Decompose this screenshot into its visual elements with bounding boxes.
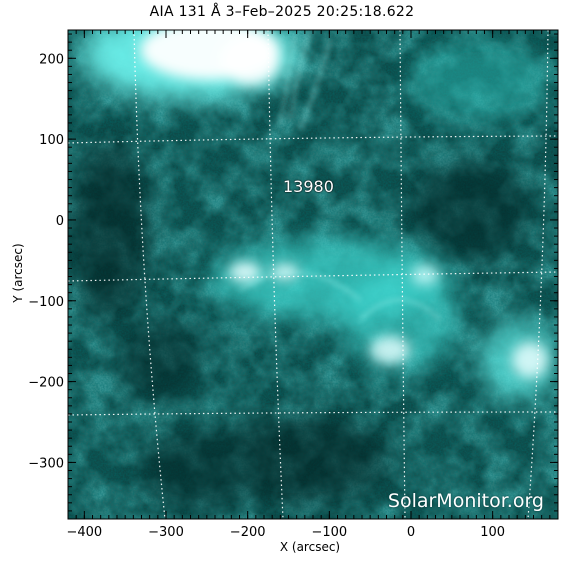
y-tick-label: −200 [28, 376, 64, 391]
hot-spots [140, 30, 548, 378]
x-tick-label: −300 [148, 525, 184, 540]
bright-regions [80, 30, 558, 400]
dark-regions [70, 140, 530, 510]
x-axis-ticks: −400 −300 −200 −100 0 100 [66, 30, 505, 540]
y-tick-label: −100 [28, 295, 64, 310]
x-tick-label: −200 [230, 525, 266, 540]
image-title: AIA 131 Å 3–Feb–2025 20:25:18.622 [149, 4, 415, 20]
coronal-loops [239, 30, 441, 321]
y-tick-label: 100 [39, 133, 64, 148]
y-tick-label: −300 [28, 456, 64, 471]
heliographic-grid [68, 30, 558, 519]
x-tick-label: −400 [66, 525, 102, 540]
x-tick-label: 0 [407, 525, 415, 540]
y-tick-label: 200 [39, 52, 64, 67]
x-axis-label: X (arcsec) [279, 540, 341, 554]
minor-ticks [67, 30, 559, 520]
y-axis-ticks: 200 100 0 −100 −200 −300 [28, 52, 558, 471]
x-tick-label: −100 [311, 525, 347, 540]
y-axis-label: Y (arcsec) [11, 243, 25, 303]
active-region-label: 13980 [283, 177, 334, 196]
x-tick-label: 100 [480, 525, 505, 540]
y-tick-label: 0 [56, 214, 64, 229]
watermark-text: SolarMonitor.org [387, 490, 544, 512]
